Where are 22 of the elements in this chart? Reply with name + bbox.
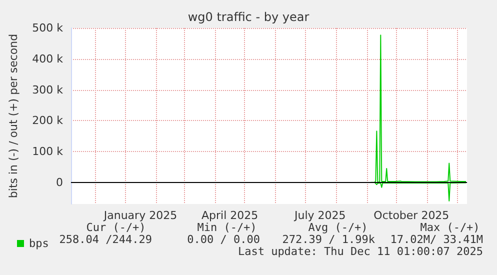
x-tick-label: January 2025 xyxy=(102,209,178,222)
text: Avg (-/+) xyxy=(308,221,368,234)
text: 258.04 /244.29 xyxy=(59,233,152,246)
text: 272.39 / 1.99k xyxy=(282,233,376,246)
text: Cur (-/+) xyxy=(86,221,146,234)
text: Last update: Thu Dec 11 01:00:07 2025 xyxy=(238,245,483,258)
chart-title: wg0 traffic - by year xyxy=(188,10,310,24)
y-tick-label: 200 k xyxy=(32,114,64,128)
legend-label: bps xyxy=(29,237,49,250)
text: Max (-/+) xyxy=(420,221,480,234)
text: Min (-/+) xyxy=(197,221,257,234)
y-tick-label: 400 k xyxy=(32,52,64,66)
x-tick-label: October 2025 xyxy=(374,209,450,222)
x-tick-label: July 2025 xyxy=(293,209,346,222)
y-axis-title: bits in (-) / out (+) per second xyxy=(7,34,20,198)
y-tick-label: 100 k xyxy=(32,145,64,158)
x-tick-label: April 2025 xyxy=(201,209,258,222)
text: 17.02M/ 33.41M xyxy=(390,233,484,246)
y-tick-label: 500 k xyxy=(32,22,64,34)
y-tick-label: 0 xyxy=(56,176,63,189)
y-tick-label: 300 k xyxy=(32,83,64,96)
text: 0.00 / 0.00 xyxy=(187,233,260,246)
